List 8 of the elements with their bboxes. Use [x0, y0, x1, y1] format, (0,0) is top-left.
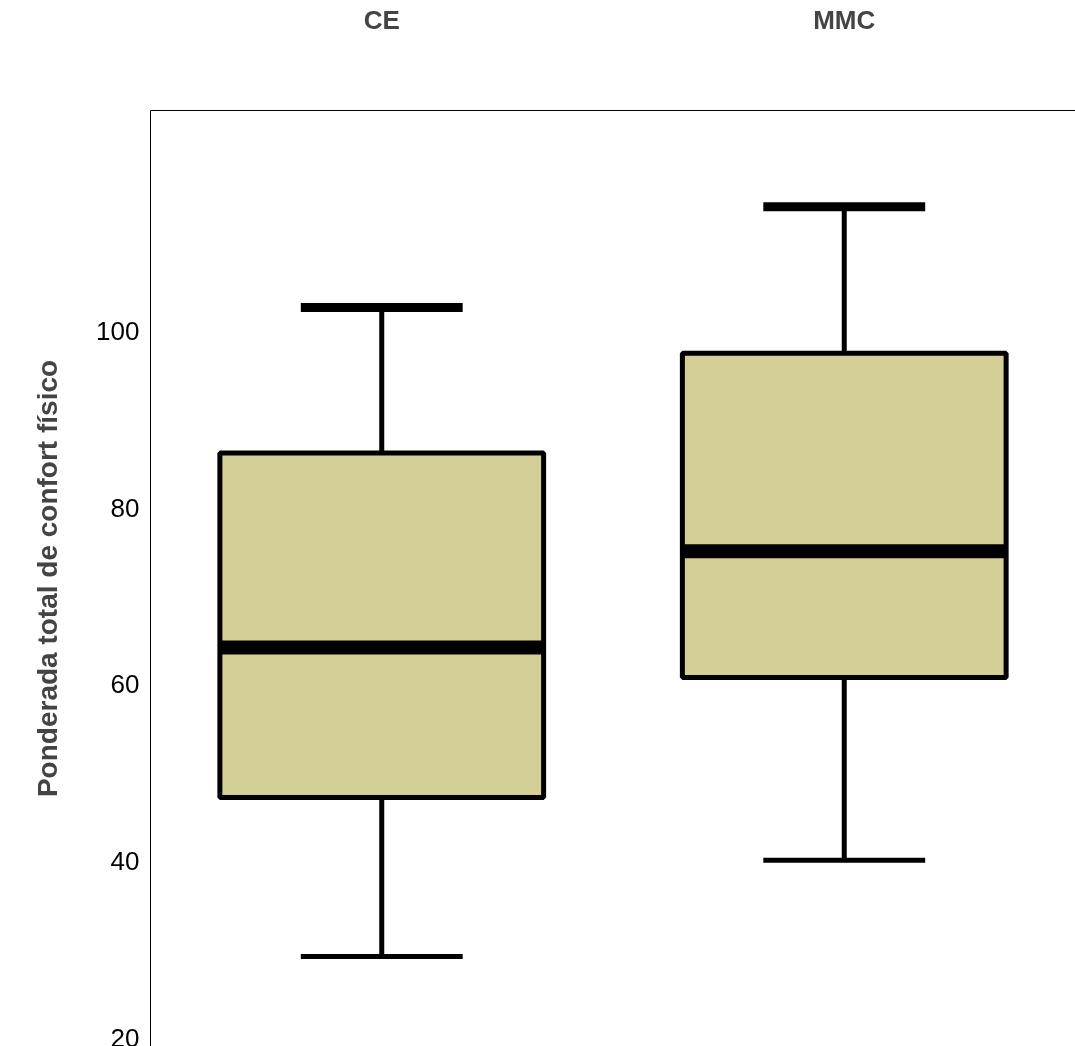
- x-tick-label: CE: [363, 4, 400, 35]
- y-tick-label: 60: [110, 669, 140, 700]
- x-tick-label: MMC: [813, 4, 876, 35]
- y-tick-label: 20: [110, 1022, 140, 1046]
- y-axis-title: Ponderada total de confort físico: [32, 359, 64, 798]
- y-tick-label: 100: [96, 316, 140, 347]
- y-tick-label: 40: [110, 846, 140, 877]
- y-tick-label: 80: [110, 492, 140, 523]
